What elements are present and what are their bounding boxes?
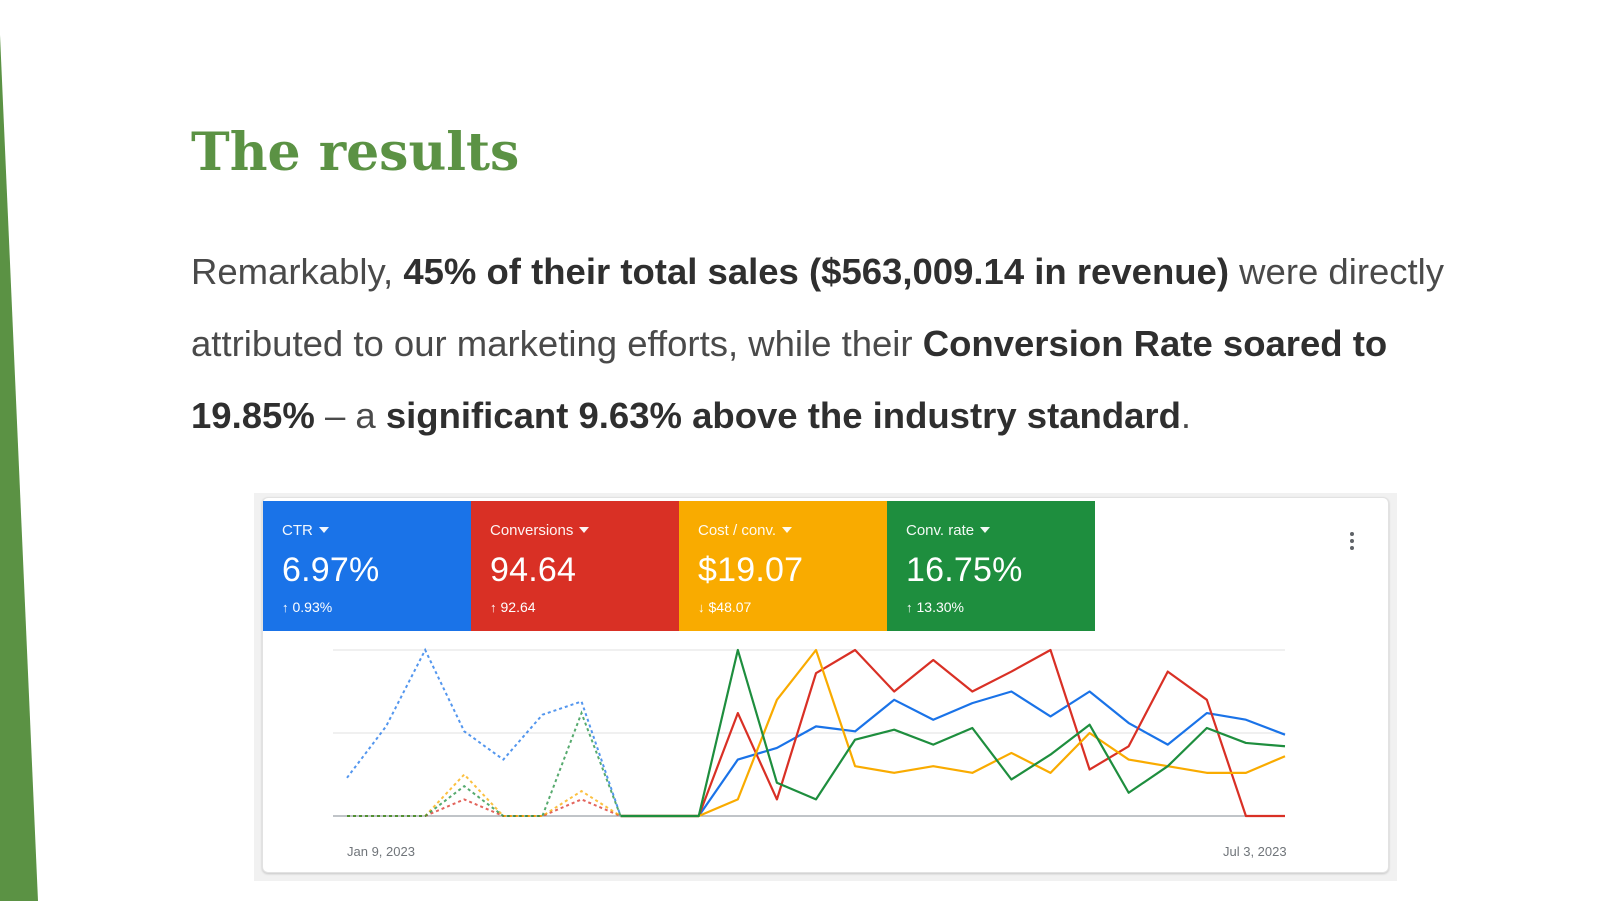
text-segment: were directly attributed to our marketin… xyxy=(191,251,1445,364)
metric-value: 6.97% xyxy=(282,551,380,589)
metric-tile-conv-rate[interactable]: Conv. rate 16.75% ↑ 13.30% xyxy=(887,501,1095,631)
performance-card: CTR 6.97% ↑ 0.93% Conversions 94.64 ↑ 92.6… xyxy=(262,497,1389,873)
series-3-line xyxy=(620,648,1286,818)
series-0-line xyxy=(620,690,1286,818)
bold-segment-sales: 45% of their total sales ($563,009.14 in… xyxy=(403,251,1230,292)
bold-segment-industry: significant 9.63% above the industry sta… xyxy=(385,395,1181,436)
x-axis-end-label: Jul 3, 2023 xyxy=(1223,844,1287,859)
arrow-up-icon: ↑ xyxy=(490,599,497,615)
text-segment: . xyxy=(1180,395,1192,436)
dashboard-screenshot: CTR 6.97% ↑ 0.93% Conversions 94.64 ↑ 92.6… xyxy=(254,493,1397,881)
green-side-stripe xyxy=(0,35,38,901)
arrow-up-icon: ↑ xyxy=(906,599,913,615)
dropdown-caret-icon xyxy=(782,527,793,533)
text-segment: Remarkably, xyxy=(191,251,404,292)
metric-delta: ↓ $48.07 xyxy=(698,599,752,615)
x-axis-start-label: Jan 9, 2023 xyxy=(347,844,415,859)
metric-value: 16.75% xyxy=(906,551,1023,589)
performance-line-chart xyxy=(333,647,1286,818)
dropdown-caret-icon xyxy=(579,527,590,533)
metric-tile-conversions[interactable]: Conversions 94.64 ↑ 92.64 xyxy=(471,501,679,631)
arrow-down-icon: ↓ xyxy=(698,599,705,615)
dropdown-caret-icon xyxy=(980,527,991,533)
metric-value: 94.64 xyxy=(490,551,577,589)
slide-title: The results xyxy=(191,122,520,183)
metric-tile-ctr[interactable]: CTR 6.97% ↑ 0.93% xyxy=(263,501,471,631)
metric-label[interactable]: CTR xyxy=(282,521,471,539)
metric-label[interactable]: Conv. rate xyxy=(906,521,1095,539)
series-3-previous-line xyxy=(347,710,622,817)
more-vert-icon[interactable] xyxy=(1350,532,1354,553)
series-2-line xyxy=(620,648,1286,818)
metric-label[interactable]: Conversions xyxy=(490,521,679,539)
results-paragraph: Remarkably, 45% of their total sales ($5… xyxy=(191,236,1481,452)
arrow-up-icon: ↑ xyxy=(282,599,289,615)
metric-label[interactable]: Cost / conv. xyxy=(698,521,887,539)
series-2-previous-line xyxy=(347,773,622,817)
metric-delta: ↑ 0.93% xyxy=(282,599,333,615)
series-1-line xyxy=(620,648,1285,818)
metric-tile-cost-per-conv[interactable]: Cost / conv. $19.07 ↓ $48.07 xyxy=(679,501,887,631)
bold-segment-conversion: Conversion Rate soared to 19.85% xyxy=(191,323,1388,436)
metric-delta: ↑ 92.64 xyxy=(490,599,536,615)
text-segment: – a xyxy=(314,395,386,436)
metric-value: $19.07 xyxy=(698,551,804,589)
dropdown-caret-icon xyxy=(318,527,329,533)
metric-delta: ↑ 13.30% xyxy=(906,599,964,615)
series-0-previous-line xyxy=(346,647,622,817)
